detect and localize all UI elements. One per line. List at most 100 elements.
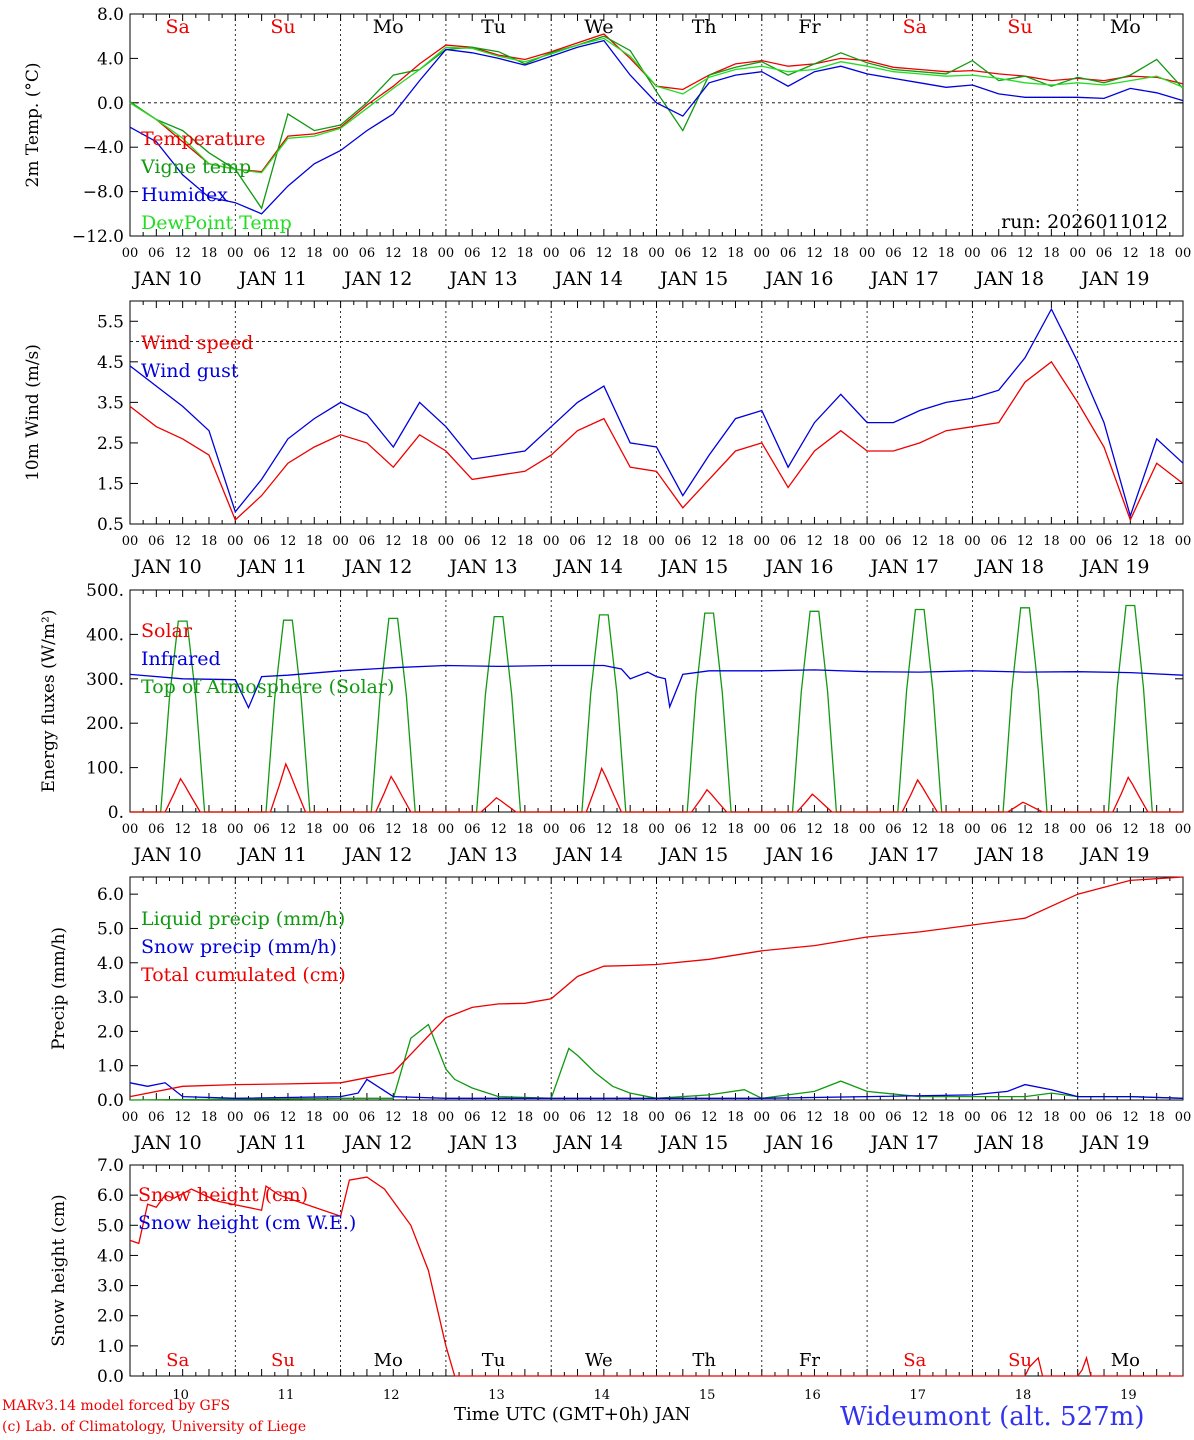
day-number-label: 16	[804, 1388, 821, 1403]
hour-tick-label: 06	[359, 246, 376, 261]
weekday-label: Th	[692, 1350, 716, 1371]
day-label: JAN 19	[1079, 268, 1149, 290]
legend-entry: Temperature	[141, 128, 265, 150]
hour-tick-label: 18	[1043, 246, 1060, 261]
weekday-label: Tu	[482, 1350, 506, 1371]
y-axis-title: 2m Temp. (°C)	[23, 62, 43, 187]
hour-tick-label: 18	[306, 246, 323, 261]
hour-tick-label: 12	[174, 822, 191, 837]
day-label: JAN 16	[763, 268, 833, 290]
day-number-label: 17	[909, 1388, 926, 1403]
hour-tick-label: 00	[859, 822, 876, 837]
hour-tick-label: 06	[569, 246, 586, 261]
weekday-label: Su	[270, 16, 295, 38]
hour-tick-label: 12	[385, 246, 402, 261]
y-tick-label: −12.0	[72, 227, 124, 247]
legend-entry: Vigne temp	[140, 156, 251, 178]
hour-tick-label: 12	[701, 534, 718, 549]
panel-snow	[129, 1164, 1184, 1377]
hour-tick-label: 12	[911, 534, 928, 549]
day-label: JAN 17	[869, 556, 939, 578]
hour-tick-label: 18	[1043, 1110, 1060, 1125]
day-label: JAN 13	[447, 268, 517, 290]
hour-tick-label: 18	[411, 822, 428, 837]
day-label: JAN 18	[974, 556, 1044, 578]
hour-tick-label: 12	[596, 1110, 613, 1125]
hour-tick-label: 06	[253, 822, 270, 837]
hour-tick-label: 06	[569, 1110, 586, 1125]
day-label: JAN 12	[342, 556, 412, 578]
series-total-cumulated-cm-	[129, 876, 1184, 1098]
weekday-label: Mo	[373, 16, 404, 38]
y-tick-label: 2.0	[97, 1022, 124, 1042]
day-label: JAN 14	[553, 844, 623, 866]
hour-tick-label: 12	[911, 1110, 928, 1125]
hour-tick-label: 18	[517, 246, 534, 261]
hour-tick-label: 12	[174, 534, 191, 549]
series-wind-speed	[129, 360, 1184, 522]
hour-tick-label: 18	[727, 246, 744, 261]
hour-tick-label: 18	[1043, 822, 1060, 837]
hour-tick-label: 00	[964, 1110, 981, 1125]
hour-tick-label: 18	[411, 534, 428, 549]
y-axis-title: Energy fluxes (W/m²)	[39, 610, 59, 793]
legend-entry: Solar	[141, 620, 193, 642]
y-tick-label: 2.0	[97, 1307, 124, 1327]
hour-tick-label: 00	[543, 822, 560, 837]
day-label: JAN 13	[447, 556, 517, 578]
hour-tick-label: 12	[911, 246, 928, 261]
hour-tick-label: 00	[964, 534, 981, 549]
hour-tick-label: 18	[833, 1110, 850, 1125]
y-tick-label: 3.5	[97, 393, 124, 413]
series-vigne-temp	[129, 35, 1184, 210]
hour-tick-label: 18	[622, 822, 639, 837]
hour-tick-label: 18	[411, 246, 428, 261]
hour-tick-label: 00	[332, 1110, 349, 1125]
hour-tick-label: 00	[438, 534, 455, 549]
hour-tick-label: 12	[385, 534, 402, 549]
hour-tick-label: 00	[754, 534, 771, 549]
hour-tick-label: 06	[464, 1110, 481, 1125]
hour-tick-label: 18	[306, 534, 323, 549]
hour-tick-label: 00	[648, 1110, 665, 1125]
hour-tick-label: 18	[201, 534, 218, 549]
hour-tick-label: 00	[332, 822, 349, 837]
y-tick-label: 200.	[86, 714, 124, 734]
y-tick-label: 2.5	[97, 434, 124, 454]
hour-tick-label: 12	[596, 246, 613, 261]
hour-tick-label: 06	[780, 822, 797, 837]
panel-energy	[129, 589, 1184, 813]
y-tick-label: 500.	[86, 581, 124, 601]
legend-entry: Infrared	[141, 648, 221, 670]
hour-tick-label: 12	[174, 1110, 191, 1125]
hour-tick-label: 00	[227, 1110, 244, 1125]
panel-wind	[129, 300, 1184, 525]
hour-tick-label: 06	[780, 1110, 797, 1125]
hour-tick-label: 00	[543, 534, 560, 549]
day-label: JAN 19	[1079, 1132, 1149, 1154]
series-snow-height-cm-	[129, 1176, 1183, 1377]
day-label: JAN 16	[763, 844, 833, 866]
hour-tick-label: 18	[411, 1110, 428, 1125]
day-label: JAN 11	[237, 844, 307, 866]
y-tick-label: 100.	[86, 759, 124, 779]
weekday-label: Th	[692, 16, 717, 38]
weekday-label: Su	[1008, 1350, 1032, 1371]
hour-tick-label: 00	[543, 246, 560, 261]
hour-tick-label: 06	[253, 1110, 270, 1125]
hour-tick-label: 18	[622, 246, 639, 261]
y-tick-label: 0.0	[97, 1091, 124, 1111]
hour-tick-label: 12	[806, 1110, 823, 1125]
day-label: JAN 18	[974, 268, 1044, 290]
hour-tick-label: 12	[280, 1110, 297, 1125]
hour-tick-label: 00	[122, 822, 139, 837]
hour-tick-label: 12	[806, 246, 823, 261]
y-tick-label: 1.0	[97, 1057, 124, 1077]
series-dewpoint-temp	[129, 37, 1184, 174]
hour-tick-label: 12	[1017, 1110, 1034, 1125]
hour-tick-label: 12	[174, 246, 191, 261]
panel-temperature	[129, 13, 1184, 237]
hour-tick-label: 00	[859, 534, 876, 549]
hour-tick-label: 06	[253, 246, 270, 261]
panel-precip	[129, 876, 1184, 1101]
